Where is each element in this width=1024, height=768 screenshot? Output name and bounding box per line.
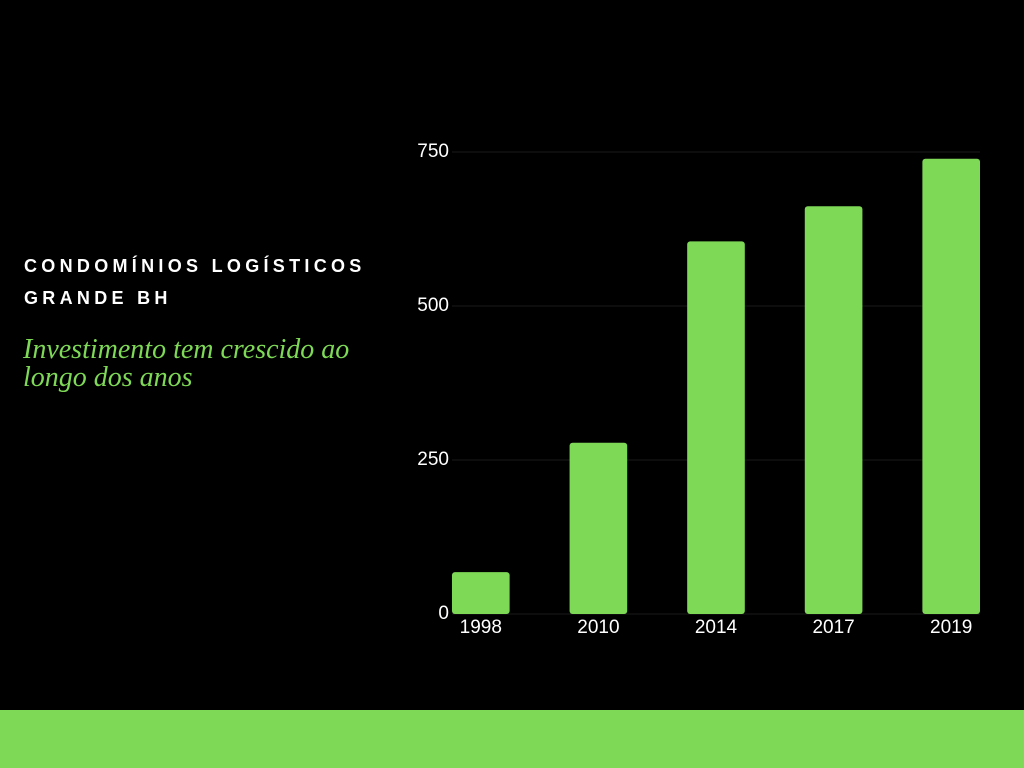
y-tick-label: 0: [438, 603, 449, 624]
chart-subtitle: Investimento tem crescido ao longo dos a…: [23, 334, 350, 393]
y-tick-label: 500: [417, 295, 449, 316]
bar: [804, 206, 863, 614]
footer-band: [0, 710, 1024, 768]
bar: [687, 241, 745, 614]
y-tick-label: 750: [417, 141, 449, 162]
x-tick-label: 2010: [577, 617, 619, 638]
y-tick-label: 250: [417, 449, 449, 470]
bar: [451, 572, 510, 614]
bar: [922, 158, 981, 614]
chart-title: CONDOMÍNIOS LOGÍSTICOS GRANDE BH: [24, 256, 366, 308]
x-tick-label: 2014: [695, 617, 738, 638]
x-tick-label: 1998: [460, 617, 502, 638]
bar: [569, 442, 628, 614]
x-tick-label: 2019: [930, 617, 972, 638]
x-tick-label: 2017: [812, 617, 854, 638]
